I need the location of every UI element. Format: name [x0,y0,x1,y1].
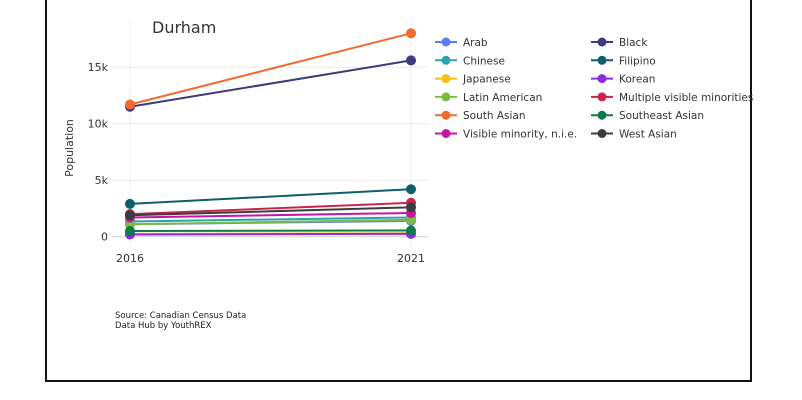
legend-swatch-marker [441,92,451,102]
data-point[interactable] [406,55,416,66]
source-line: Source: Canadian Census Data [115,311,247,321]
legend-label: Black [619,37,648,49]
series-line [129,32,412,106]
legend-item[interactable]: Black [591,37,648,49]
legend-label: Arab [463,37,488,49]
legend-item[interactable]: Chinese [435,55,505,67]
legend-swatch-marker [441,37,451,47]
legend-label: Filipino [619,55,656,67]
data-point[interactable] [125,210,135,221]
chart-frame [45,0,752,382]
legend-label: Korean [619,74,655,86]
series-line [129,201,412,216]
legend-item[interactable]: Visible minority, n.i.e. [435,129,577,141]
legend-swatch-marker [441,74,451,84]
legend-item[interactable]: Filipino [591,55,656,67]
legend-item[interactable]: Japanese [435,74,511,86]
legend-label: Chinese [463,55,505,67]
legend-label: Multiple visible minorities [619,92,753,104]
legend-label: Japanese [462,74,511,86]
legend-item[interactable]: Korean [591,74,655,86]
legend-item[interactable]: Arab [435,37,488,49]
x-tick-label: 2021 [397,252,425,265]
data-point[interactable] [406,184,416,195]
legend-label: Latin American [463,92,542,104]
legend-swatch-marker [597,110,607,120]
legend-label: Southeast Asian [619,110,704,122]
data-point[interactable] [125,226,135,237]
series [125,184,416,209]
legend-swatch-marker [441,110,451,120]
data-point[interactable] [406,202,416,213]
x-ticks: 2016 2021 [116,252,425,265]
series-line [129,218,412,226]
y-tick-label: 0 [101,231,108,244]
series-line [129,232,412,236]
legend-label: Visible minority, n.i.e. [463,129,577,141]
series-line [129,229,412,233]
series-line [129,211,412,219]
legend-swatch-marker [597,55,607,65]
y-tick-label: 15k [88,61,109,74]
legend-swatch-marker [597,37,607,47]
series [125,202,416,221]
series-line [129,59,412,108]
data-point[interactable] [125,198,135,209]
data-point[interactable] [125,99,135,110]
legend-swatch-marker [441,129,451,138]
legend-swatch-marker [597,129,607,138]
x-tick-label: 2016 [116,252,144,265]
legend-label: West Asian [619,129,677,141]
chart-title: Durham [152,18,216,37]
y-ticks: 0 5k 10k 15k [88,61,109,244]
legend: Arab Black Chinese Filipino Japanese Korean La… [435,37,753,141]
legend-swatch-marker [441,55,451,65]
legend-item[interactable]: South Asian [435,110,526,122]
source-note: Source: Canadian Census Data Data Hub by… [115,311,246,331]
legend-item[interactable]: West Asian [591,129,677,141]
credit-line: Data Hub by YouthREX [115,321,212,331]
legend-item[interactable]: Multiple visible minorities [591,92,753,104]
series-group [125,28,416,240]
y-tick-label: 10k [88,118,109,131]
legend-label: South Asian [463,110,526,122]
legend-swatch-marker [597,74,607,84]
y-tick-label: 5k [95,174,109,187]
series [125,225,416,237]
legend-swatch-marker [597,92,607,102]
data-point[interactable] [406,225,416,236]
y-axis-label: Population [63,119,76,177]
legend-item[interactable]: Southeast Asian [591,110,704,122]
data-point[interactable] [406,28,416,39]
series-line [129,206,412,217]
series-line [129,216,412,223]
series-line [129,188,412,205]
series [125,55,416,112]
series [125,28,416,110]
legend-item[interactable]: Latin American [435,92,542,104]
